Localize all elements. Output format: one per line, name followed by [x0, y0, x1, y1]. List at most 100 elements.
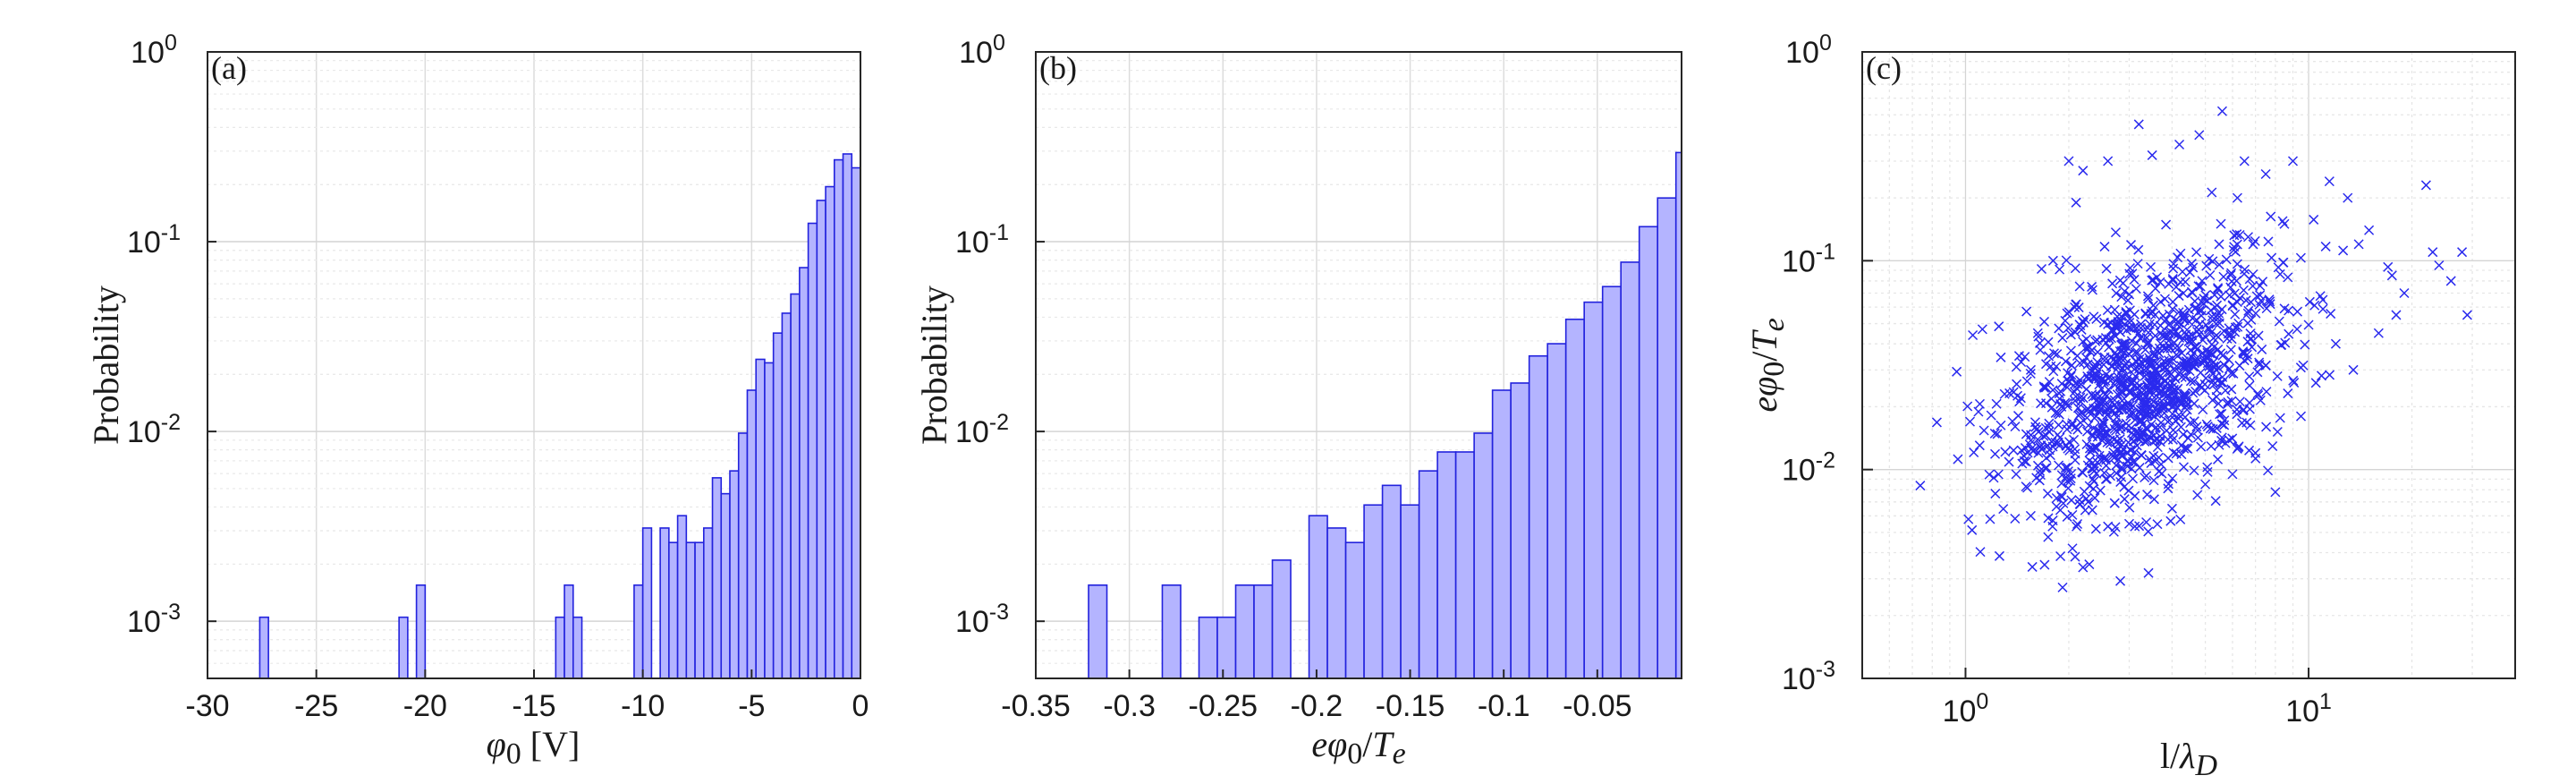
- scatter-point: [2070, 263, 2080, 274]
- scatter-point: [2031, 473, 2042, 483]
- scatter-point: [2324, 370, 2335, 380]
- scatter-point: [2022, 482, 2033, 493]
- scatter-point: [2274, 316, 2284, 327]
- scatter-point: [2142, 291, 2153, 302]
- scatter-point: [2067, 509, 2078, 520]
- scatter-point: [2234, 361, 2245, 371]
- scatter-point: [2148, 346, 2159, 357]
- scatter-point: [2084, 405, 2095, 416]
- scatter-point: [2131, 338, 2142, 349]
- histogram-bar: [1583, 301, 1604, 679]
- scatter-point: [2074, 281, 2085, 292]
- scatter-point: [2083, 374, 2094, 385]
- scatter-point: [2012, 379, 2022, 389]
- scatter-point: [2142, 490, 2153, 500]
- scatter-point: [2123, 295, 2133, 306]
- scatter-point: [2092, 346, 2103, 357]
- scatter-point: [2241, 349, 2252, 360]
- scatter-point: [2206, 305, 2216, 316]
- scatter-point: [2257, 344, 2267, 354]
- scatter-point: [2243, 305, 2254, 316]
- scatter-point: [2174, 139, 2185, 150]
- histogram-bar: [1454, 451, 1475, 679]
- scatter-point: [2209, 290, 2220, 301]
- scatter-point: [2208, 333, 2219, 344]
- scatter-point: [2457, 247, 2468, 258]
- scatter-point: [2147, 149, 2157, 160]
- scatter-point: [1994, 321, 2004, 332]
- histogram-bar: [659, 527, 670, 679]
- scatter-point: [2094, 450, 2105, 461]
- scatter-point: [2192, 490, 2203, 500]
- scatter-point: [2420, 180, 2431, 191]
- scatter-point: [2159, 408, 2170, 419]
- scatter-point: [2036, 263, 2047, 275]
- scatter-point: [2147, 275, 2157, 285]
- scatter-point: [2161, 219, 2172, 230]
- scatter-point: [2133, 119, 2144, 130]
- scatter-point: [2267, 252, 2277, 263]
- histogram-bar: [825, 185, 835, 679]
- scatter-point: [2226, 396, 2237, 406]
- scatter-point: [2140, 397, 2150, 408]
- scatter-point: [2076, 324, 2087, 335]
- scatter-point: [2213, 284, 2224, 294]
- scatter-point: [2133, 244, 2144, 255]
- scatter-point: [1974, 440, 1985, 451]
- scatter-point: [2063, 323, 2073, 334]
- scatter-point: [2148, 396, 2159, 407]
- scatter-point: [2036, 398, 2046, 409]
- scatter-point: [2127, 268, 2138, 279]
- scatter-point: [2007, 416, 2018, 427]
- scatter-point: [2103, 156, 2114, 166]
- scatter-point: [2156, 296, 2166, 307]
- panel-b-letter: (b): [1039, 50, 1077, 86]
- scatter-point: [1973, 406, 1984, 417]
- histogram-bar: [1528, 354, 1548, 679]
- scatter-point: [1952, 366, 1962, 377]
- scatter-point: [2239, 156, 2250, 166]
- scatter-point: [2185, 376, 2196, 387]
- histogram-bar: [668, 541, 679, 679]
- scatter-point: [2254, 357, 2265, 368]
- scatter-point: [2217, 350, 2228, 361]
- scatter-point: [2140, 345, 2151, 355]
- scatter-point: [2143, 567, 2154, 578]
- x-tick-label: -0.35: [1001, 689, 1071, 723]
- scatter-point: [2044, 445, 2055, 456]
- scatter-point: [2080, 353, 2091, 363]
- scatter-point: [2142, 435, 2153, 446]
- scatter-point: [2039, 559, 2050, 570]
- scatter-point: [2182, 324, 2192, 336]
- scatter-point: [2054, 440, 2064, 451]
- scatter-point: [2148, 450, 2159, 461]
- scatter-point: [2136, 431, 2147, 442]
- scatter-point: [2098, 454, 2110, 464]
- scatter-point: [2288, 375, 2299, 386]
- scatter-point: [2062, 462, 2073, 473]
- scatter-point: [2081, 345, 2092, 355]
- scatter-point: [2116, 396, 2128, 406]
- histogram-bar: [781, 312, 792, 679]
- scatter-point: [2219, 420, 2230, 430]
- scatter-point: [2219, 415, 2230, 426]
- scatter-point: [2260, 168, 2271, 180]
- x-tick-label: -0.05: [1563, 689, 1632, 723]
- scatter-point: [2074, 499, 2085, 509]
- x-tick-label: -0.15: [1376, 689, 1445, 723]
- scatter-point: [2075, 417, 2086, 428]
- scatter-point: [2132, 347, 2143, 358]
- scatter-point: [2144, 319, 2155, 329]
- scatter-point: [2191, 355, 2202, 366]
- scatter-point: [2204, 324, 2215, 335]
- scatter-point: [2141, 471, 2152, 481]
- scatter-point: [2089, 492, 2100, 503]
- scatter-point: [1968, 329, 1979, 341]
- scatter-point: [2110, 227, 2121, 238]
- scatter-point: [2211, 391, 2222, 402]
- scatter-point: [2116, 449, 2127, 460]
- scatter-point: [2048, 366, 2059, 377]
- scatter-point: [2330, 338, 2341, 349]
- scatter-point: [2070, 327, 2080, 337]
- scatter-point: [2123, 397, 2133, 408]
